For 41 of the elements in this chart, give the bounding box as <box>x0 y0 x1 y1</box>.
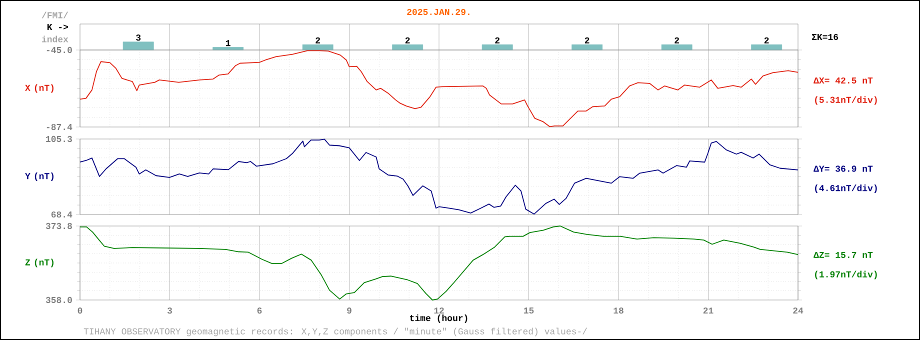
x-tick-label: 12 <box>434 308 444 314</box>
x-tick-label: 3 <box>167 308 172 314</box>
x-tick-label: 0 <box>78 308 82 314</box>
data-label: 2 <box>495 37 500 44</box>
text: ΔX= 42.5 nT <box>814 77 873 84</box>
line-series <box>80 226 798 300</box>
text: ΣK=16 <box>812 34 838 40</box>
text: (1.97nT/div) <box>815 270 877 280</box>
text: index <box>42 36 68 42</box>
y-tick-label: 358.0 <box>46 296 72 304</box>
y-tick-label: -45.0 <box>46 46 72 54</box>
x-tick-label: 15 <box>524 308 534 314</box>
data-label: 2 <box>316 37 320 44</box>
chart-title: 2025.JAN.29. <box>407 8 470 16</box>
x-tick-label: 18 <box>614 308 624 314</box>
y-tick-label: -87.4 <box>46 124 72 130</box>
text: /FMI/ <box>42 12 68 18</box>
data-label: 2 <box>405 37 410 44</box>
text: TIHANY OBSERVATORY geomagnetic records: X,Y,Z components / "minute" (Gauss filtered) values-/ <box>84 328 588 336</box>
y-axis-title: Y (nT) <box>25 172 54 181</box>
y-tick-label: 68.4 <box>51 211 72 218</box>
y-tick-label: 105.3 <box>46 136 72 142</box>
text: (5.31nT/div) <box>815 96 877 105</box>
x-tick-label: 24 <box>793 308 804 314</box>
x-tick-label: 9 <box>347 308 352 314</box>
text: ΔY= 36.9 nT <box>814 166 873 172</box>
y-tick-label: 373.8 <box>46 222 72 230</box>
data-label: 1 <box>226 40 230 46</box>
y-axis-title: Z (nT) <box>25 258 54 268</box>
x-tick-label: 21 <box>703 308 714 314</box>
data-label: 2 <box>674 37 680 44</box>
y-axis-title: X (nT) <box>25 84 54 93</box>
data-label: 2 <box>764 37 769 44</box>
data-label: 3 <box>136 34 141 41</box>
text: ΔZ= 15.7 nT <box>814 252 873 258</box>
text: K -> <box>47 24 68 30</box>
x-axis-title: time (hour) <box>410 314 468 323</box>
line-series <box>80 138 798 215</box>
x-tick-label: 6 <box>257 308 262 314</box>
text: (4.61nT/div) <box>815 184 877 193</box>
data-label: 2 <box>584 37 590 44</box>
